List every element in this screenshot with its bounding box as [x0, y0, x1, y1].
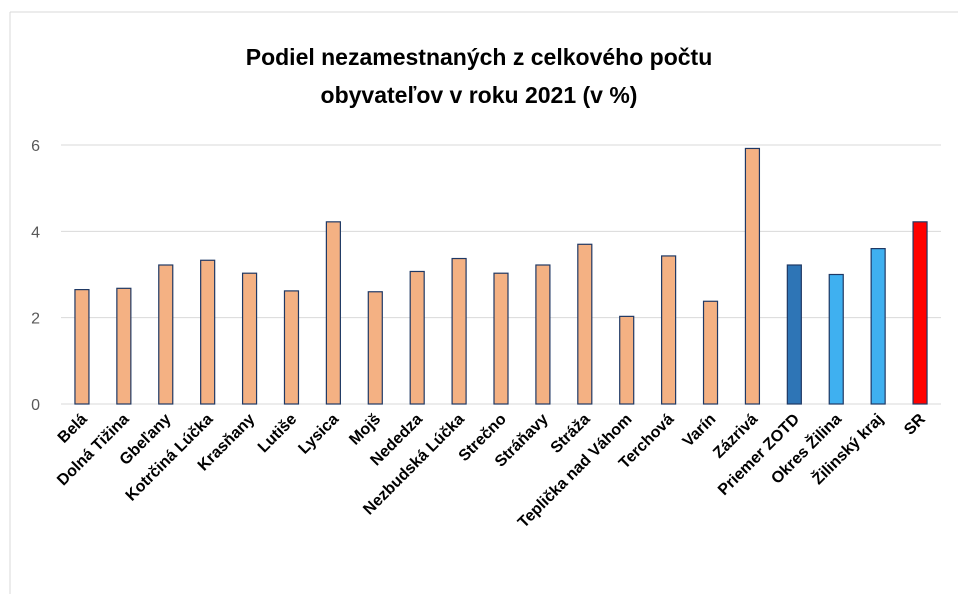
x-tick-label: Mojš [346, 411, 384, 449]
x-tick-label: Varín [680, 411, 720, 451]
bar [577, 243, 593, 405]
bar [744, 147, 761, 405]
x-tick-label: Lutiše [255, 411, 300, 456]
bar [870, 248, 886, 405]
bar [409, 270, 425, 405]
x-tick-label: Belá [55, 411, 91, 447]
bar [451, 257, 467, 405]
y-tick-label: 4 [31, 224, 40, 241]
bar [702, 300, 719, 405]
bar [116, 287, 132, 405]
bar [367, 291, 383, 405]
y-tick-label: 6 [31, 138, 40, 155]
bar [535, 264, 551, 405]
bar [661, 255, 677, 405]
y-tick-label: 2 [31, 311, 40, 328]
bar [74, 289, 90, 405]
x-tick-label: Žilinský kraj [808, 409, 887, 488]
bar [325, 221, 341, 405]
bar [283, 290, 300, 405]
bar [241, 272, 258, 405]
bar [158, 264, 174, 405]
x-tick-label: Lysica [295, 411, 342, 458]
bar [619, 315, 635, 405]
bar [828, 273, 844, 405]
chart-title: Podiel nezamestnaných z celkového počtu … [245, 44, 713, 108]
bar [200, 259, 216, 405]
bar [493, 272, 509, 405]
x-tick-label: SR [901, 410, 929, 438]
bar [912, 221, 928, 405]
bar [786, 264, 802, 405]
y-tick-label: 0 [31, 397, 40, 414]
